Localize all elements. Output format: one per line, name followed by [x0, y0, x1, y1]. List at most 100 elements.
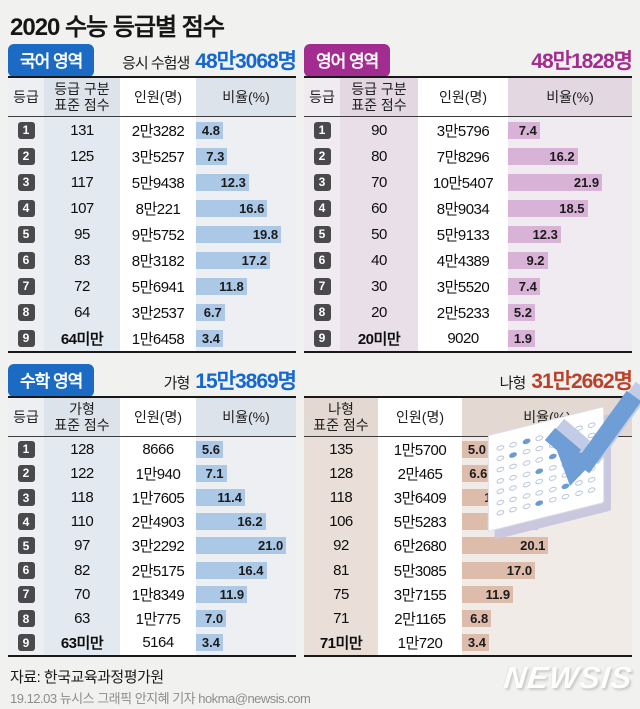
- score-column-header: 가형 표준 점수: [44, 398, 120, 436]
- table-row: 3 118 1만7605 11.4: [8, 485, 296, 510]
- newsis-logo: NEWSIS: [501, 660, 634, 695]
- divider: [8, 351, 296, 353]
- grade-cell: 5: [8, 221, 44, 247]
- score-cutoff-cell: 131: [44, 117, 120, 143]
- ratio-bar: 11.9: [196, 585, 248, 603]
- ratio-value: 9.2: [526, 252, 545, 268]
- math-ga-section-panel: 수학 영역 가형 15만3869명 등급 가형 표준 점수 인원(명) 비율(%…: [8, 363, 297, 657]
- score-cutoff-cell: 90: [340, 117, 418, 143]
- ratio-value: 17.0: [506, 562, 533, 578]
- score-cutoff-cell: 71미만: [304, 630, 378, 655]
- table-row: 4 60 8만9034 18.5: [304, 195, 632, 221]
- grade-cell: 7: [8, 273, 44, 299]
- count-column-header: 인원(명): [120, 78, 196, 116]
- headcount-cell: 5164: [120, 630, 196, 655]
- headcount-cell: 1만7605: [120, 485, 196, 510]
- english-table-rows: 1 90 3만5796 7.4 2 80 7만8296 16.2 3 70 10만5407 21.9 4…: [304, 117, 632, 351]
- ratio-cell: 11.9: [462, 582, 632, 606]
- korean-section-header: 국어 영역 응시 수험생 48만3068명: [8, 43, 297, 77]
- headcount-cell: 6만2680: [378, 533, 462, 559]
- page-title: 2020 수능 등급별 점수: [10, 14, 225, 41]
- grade-cell: 6: [8, 558, 44, 582]
- ratio-bar: 7.0: [196, 610, 227, 628]
- headcount-cell: 1만940: [120, 461, 196, 486]
- ratio-bar: 21.9: [508, 173, 603, 191]
- grade-badge: 4: [313, 199, 331, 217]
- math-section-header: 수학 영역 가형 15만3869명: [8, 363, 297, 397]
- ratio-cell: 16.2: [508, 143, 632, 169]
- ratio-cell: 7.4: [508, 273, 632, 299]
- ratio-bar: 20.1: [462, 537, 549, 555]
- ratio-bar: 11.4: [196, 489, 246, 507]
- divider: [304, 351, 632, 353]
- score-cutoff-cell: 118: [44, 485, 120, 510]
- score-cutoff-cell: 135: [304, 437, 378, 462]
- score-cutoff-cell: 30: [340, 273, 418, 299]
- score-cutoff-cell: 117: [44, 169, 120, 195]
- grade-cell: 8: [8, 607, 44, 631]
- grade-cell: 3: [8, 485, 44, 509]
- headcount-cell: 3만5796: [418, 117, 508, 143]
- headcount-cell: 8666: [120, 437, 196, 462]
- divider: [304, 76, 632, 78]
- ratio-value: 7.4: [518, 278, 537, 294]
- ratio-value: 5.6: [201, 441, 220, 457]
- table-row: 7 70 1만8349 11.9: [8, 582, 296, 607]
- table-row: 128 2만465 6.6: [304, 461, 632, 486]
- ratio-cell: 6.6: [462, 461, 632, 485]
- ratio-bar: 17.2: [196, 251, 270, 269]
- grade-cell: 6: [304, 247, 340, 273]
- grade-column-header: 등급: [13, 89, 39, 105]
- ratio-bar: 21.0: [196, 537, 287, 555]
- ratio-cell: 6.7: [196, 299, 296, 325]
- ratio-cell: 5.0: [462, 437, 632, 461]
- table-row: 92 6만2680 20.1: [304, 533, 632, 559]
- score-cutoff-cell: 118: [304, 485, 378, 510]
- table-row: 2 125 3만5257 7.3: [8, 143, 296, 169]
- math-na-examinee-count: 나형 31만2662명: [500, 365, 633, 395]
- grade-cell: 3: [304, 169, 340, 195]
- math-na-count-value: 31만2662명: [531, 370, 633, 393]
- korean-examinee-count: 응시 수험생 48만3068명: [122, 45, 297, 75]
- ratio-cell: 16.4: [196, 558, 296, 582]
- english-section-panel: 영어 영역 48만1828명 등급 등급 구분 표준 점수 인원(명) 비율(%…: [304, 43, 633, 353]
- grade-cell: 6: [8, 247, 44, 273]
- score-cutoff-cell: 95: [44, 221, 120, 247]
- grade-badge: 1: [17, 440, 35, 458]
- grade-badge: 1: [313, 121, 331, 139]
- grade-cell: 7: [8, 582, 44, 606]
- grade-badge: 6: [313, 251, 331, 269]
- grade-cell: 1: [8, 117, 44, 143]
- table-row: 4 107 8만221 16.6: [8, 195, 296, 221]
- table-row: 118 3만6409 11.6: [304, 485, 632, 510]
- score-cutoff-cell: 83: [44, 247, 120, 273]
- ratio-bar: 5.0: [462, 440, 489, 458]
- ratio-value: 7.0: [205, 611, 224, 627]
- score-cutoff-cell: 72: [44, 273, 120, 299]
- ratio-value: 11.9: [219, 586, 245, 602]
- divider: [8, 396, 296, 398]
- grade-column-header: 등급: [13, 409, 39, 425]
- ratio-cell: 3.4: [196, 325, 296, 351]
- table-row: 4 110 2만4903 16.2: [8, 509, 296, 534]
- grade-cell: 2: [8, 143, 44, 169]
- score-cutoff-cell: 107: [44, 195, 120, 221]
- divider: [304, 436, 632, 437]
- headcount-cell: 2만465: [378, 461, 462, 486]
- ratio-bar: 7.3: [196, 147, 228, 165]
- ratio-cell: 11.4: [196, 485, 296, 509]
- score-cutoff-cell: 70: [44, 582, 120, 607]
- ratio-value: 17.2: [241, 252, 267, 268]
- ratio-cell: 21.0: [196, 534, 296, 558]
- ratio-cell: 19.8: [196, 221, 296, 247]
- headcount-cell: 1만5700: [378, 437, 462, 462]
- score-cutoff-cell: 122: [44, 461, 120, 486]
- table-row: 9 64미만 1만6458 3.4: [8, 325, 296, 351]
- score-cutoff-cell: 81: [304, 558, 378, 583]
- ratio-cell: 17.2: [196, 247, 296, 273]
- grade-cell: 1: [8, 437, 44, 461]
- grade-cell: 7: [304, 273, 340, 299]
- ratio-bar: 7.4: [508, 277, 540, 295]
- ratio-value: 3.4: [201, 330, 220, 346]
- ratio-bar: 11.6: [462, 489, 512, 507]
